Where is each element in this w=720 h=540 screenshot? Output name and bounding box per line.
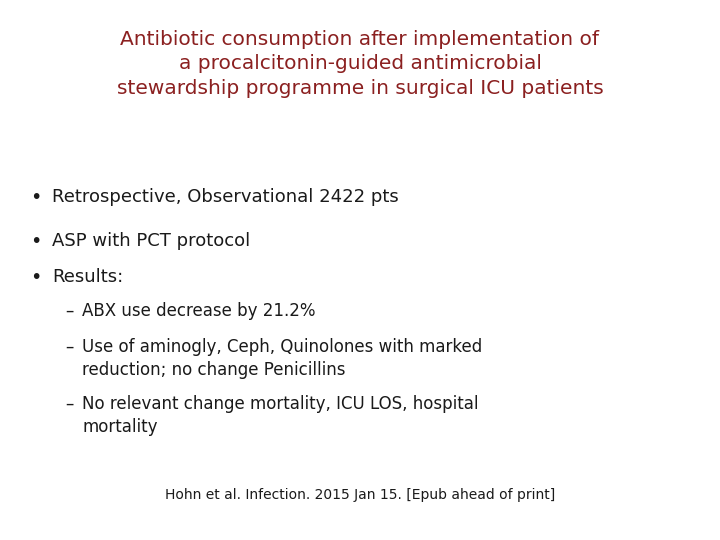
Text: Use of aminogly, Ceph, Quinolones with marked
reduction; no change Penicillins: Use of aminogly, Ceph, Quinolones with m… bbox=[82, 338, 482, 379]
Text: ASP with PCT protocol: ASP with PCT protocol bbox=[52, 232, 251, 250]
Text: –: – bbox=[65, 338, 73, 356]
Text: •: • bbox=[30, 188, 41, 207]
Text: •: • bbox=[30, 232, 41, 251]
Text: ABX use decrease by 21.2%: ABX use decrease by 21.2% bbox=[82, 302, 315, 320]
Text: Antibiotic consumption after implementation of
a procalcitonin-guided antimicrob: Antibiotic consumption after implementat… bbox=[117, 30, 603, 98]
Text: –: – bbox=[65, 395, 73, 413]
Text: •: • bbox=[30, 268, 41, 287]
Text: Results:: Results: bbox=[52, 268, 123, 286]
Text: Retrospective, Observational 2422 pts: Retrospective, Observational 2422 pts bbox=[52, 188, 399, 206]
Text: Hohn et al. Infection. 2015 Jan 15. [Epub ahead of print]: Hohn et al. Infection. 2015 Jan 15. [Epu… bbox=[165, 488, 555, 502]
Text: No relevant change mortality, ICU LOS, hospital
mortality: No relevant change mortality, ICU LOS, h… bbox=[82, 395, 479, 436]
Text: –: – bbox=[65, 302, 73, 320]
